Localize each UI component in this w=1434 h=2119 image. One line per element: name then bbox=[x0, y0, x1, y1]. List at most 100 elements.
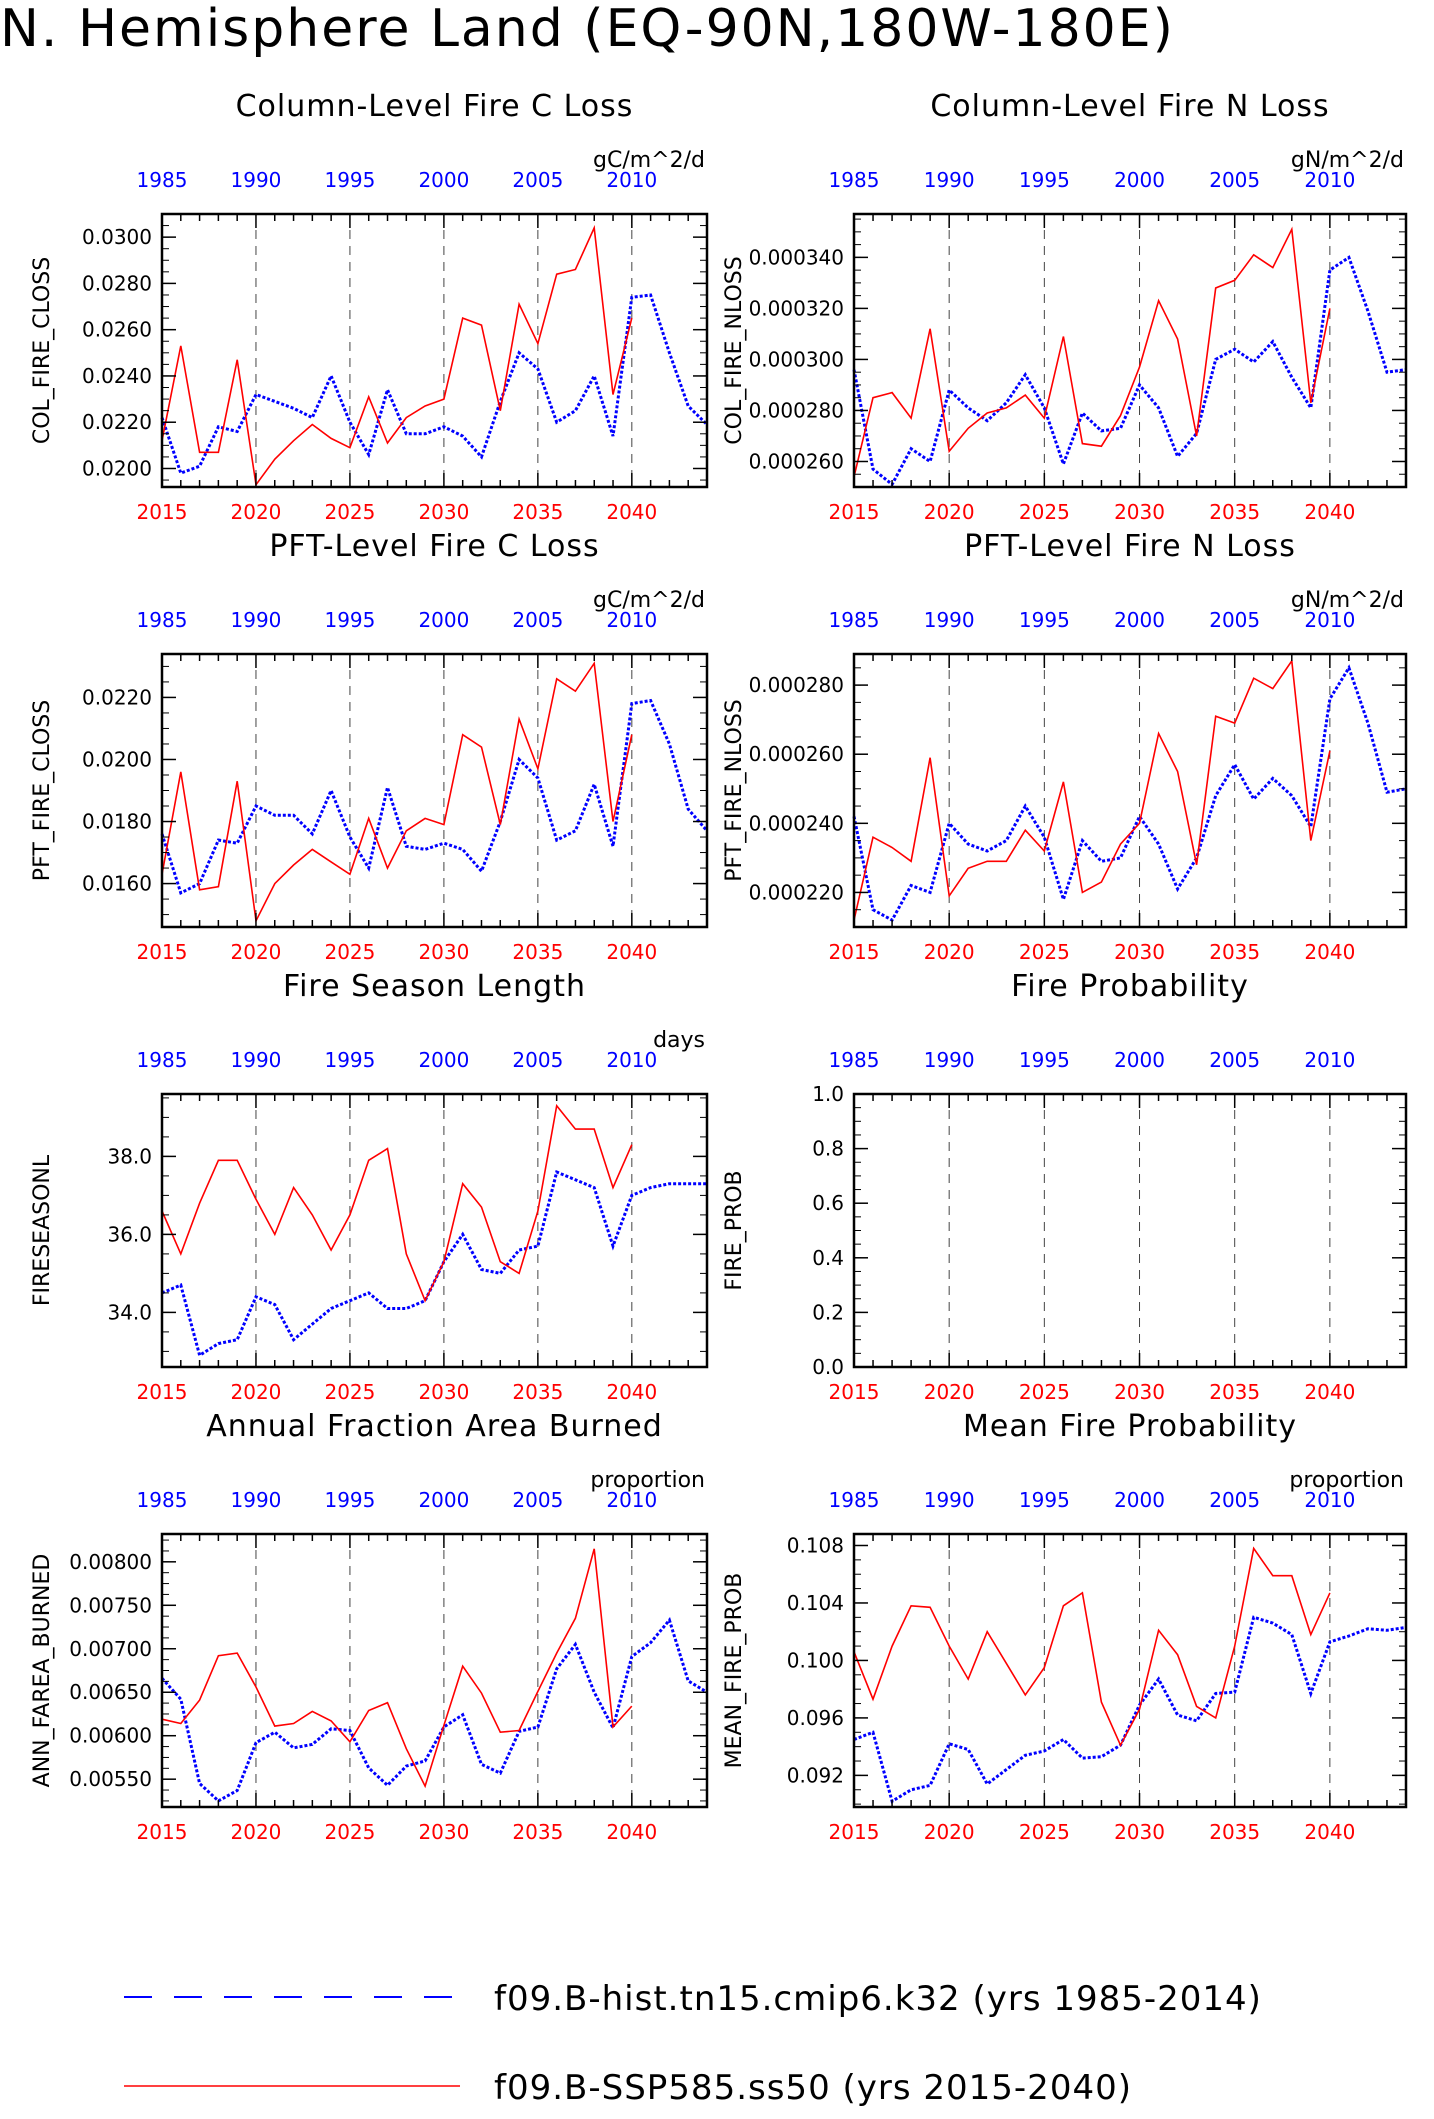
x-top-tick-label: 1990 bbox=[231, 1048, 282, 1072]
x-top-tick-label: 2005 bbox=[512, 1488, 563, 1512]
x-top-tick-label: 1990 bbox=[924, 608, 975, 632]
y-axis-label: FIRE_PROB bbox=[722, 1170, 747, 1290]
plot-frame bbox=[160, 1532, 709, 1809]
y-tick-label: 0.000260 bbox=[749, 449, 844, 473]
y-tick-label: 0.0 bbox=[812, 1355, 844, 1379]
x-top-tick-label: 2010 bbox=[606, 608, 657, 632]
legend: f09.B-hist.tn15.cmip6.k32 (yrs 1985-2014… bbox=[124, 1979, 1261, 2108]
y-tick-label: 0.0280 bbox=[82, 271, 152, 295]
page-title: N. Hemisphere Land (EQ-90N,180W-180E) bbox=[0, 0, 1175, 59]
chart-title: Column-Level Fire N Loss bbox=[930, 89, 1329, 124]
y-tick-label: 0.0160 bbox=[82, 872, 152, 896]
y-tick-label: 0.000240 bbox=[749, 811, 844, 835]
x-top-tick-label: 2005 bbox=[1209, 608, 1260, 632]
y-tick-label: 0.0180 bbox=[82, 810, 152, 834]
x-bottom-tick-label: 2030 bbox=[1114, 940, 1165, 964]
x-bottom-tick-label: 2030 bbox=[1114, 500, 1165, 524]
chart-panels: Column-Level Fire C Loss gC/m^2/d 2015 2020… bbox=[30, 89, 1408, 1844]
x-top-tick-label: 1985 bbox=[829, 608, 880, 632]
x-bottom-tick-label: 2040 bbox=[1304, 500, 1355, 524]
chart-title: PFT-Level Fire N Loss bbox=[964, 529, 1296, 564]
x-top-tick-label: 1985 bbox=[829, 168, 880, 192]
x-bottom-tick-label: 2025 bbox=[1019, 500, 1070, 524]
x-top-tick-label: 2010 bbox=[1304, 168, 1355, 192]
y-axis-label: FIRESEASONL bbox=[30, 1154, 55, 1306]
units-label: days bbox=[653, 1028, 705, 1053]
x-bottom-tick-label: 2040 bbox=[1304, 1380, 1355, 1404]
x-bottom-tick-label: 2020 bbox=[231, 1380, 282, 1404]
x-top-tick-label: 1995 bbox=[1019, 1488, 1070, 1512]
x-top-tick-label: 2005 bbox=[1209, 1488, 1260, 1512]
y-tick-label: 0.000260 bbox=[749, 742, 844, 766]
y-tick-label: 0.00750 bbox=[69, 1593, 152, 1617]
x-top-tick-label: 1990 bbox=[924, 168, 975, 192]
y-tick-label: 0.0240 bbox=[82, 364, 152, 388]
y-tick-label: 0.096 bbox=[787, 1706, 844, 1730]
y-axis-label: COL_FIRE_NLOSS bbox=[722, 256, 747, 444]
series-hist-line bbox=[160, 698, 709, 896]
y-tick-label: 0.2 bbox=[812, 1300, 844, 1324]
x-bottom-tick-label: 2015 bbox=[829, 940, 880, 964]
x-top-tick-label: 2000 bbox=[418, 1488, 469, 1512]
x-bottom-tick-label: 2025 bbox=[324, 1820, 375, 1844]
chart-title: Fire Probability bbox=[1011, 969, 1249, 1004]
chart-panel: Column-Level Fire C Loss gC/m^2/d 2015 2020… bbox=[30, 89, 709, 524]
y-tick-label: 0.0300 bbox=[82, 225, 152, 249]
x-bottom-tick-label: 2040 bbox=[606, 1380, 657, 1404]
y-tick-label: 0.6 bbox=[812, 1191, 844, 1215]
x-top-tick-label: 2000 bbox=[1114, 168, 1165, 192]
x-top-tick-label: 2010 bbox=[1304, 1048, 1355, 1072]
series-ssp-line bbox=[853, 226, 1331, 477]
x-bottom-tick-label: 2025 bbox=[324, 940, 375, 964]
chart-panel: Mean Fire Probability proportion 2015 2020 2… bbox=[722, 1409, 1408, 1844]
x-bottom-tick-label: 2020 bbox=[231, 940, 282, 964]
series-hist-line bbox=[853, 1615, 1407, 1804]
y-tick-label: 0.092 bbox=[787, 1763, 844, 1787]
series-hist-line bbox=[160, 1617, 708, 1803]
y-tick-label: 0.000340 bbox=[749, 245, 844, 269]
series-ssp-line bbox=[853, 1546, 1331, 1748]
x-top-tick-label: 1985 bbox=[829, 1048, 880, 1072]
x-bottom-tick-label: 2025 bbox=[1019, 940, 1070, 964]
x-top-tick-label: 2005 bbox=[1209, 168, 1260, 192]
x-bottom-tick-label: 2015 bbox=[137, 940, 188, 964]
y-tick-label: 1.0 bbox=[812, 1082, 844, 1106]
series-hist-line bbox=[160, 293, 709, 476]
x-bottom-tick-label: 2020 bbox=[231, 1820, 282, 1844]
x-top-tick-label: 2000 bbox=[1114, 1048, 1165, 1072]
legend-ssp-label: f09.B-SSP585.ss50 (yrs 2015-2040) bbox=[494, 2068, 1132, 2108]
units-label: gN/m^2/d bbox=[1291, 148, 1404, 173]
y-tick-label: 34.0 bbox=[107, 1300, 152, 1324]
series-ssp-line bbox=[161, 1548, 633, 1789]
series-ssp-line bbox=[161, 1103, 633, 1303]
x-top-tick-label: 2000 bbox=[1114, 608, 1165, 632]
x-top-tick-label: 2000 bbox=[418, 608, 469, 632]
x-bottom-tick-label: 2035 bbox=[1209, 1820, 1260, 1844]
y-tick-label: 0.0200 bbox=[82, 456, 152, 480]
x-bottom-tick-label: 2040 bbox=[1304, 940, 1355, 964]
chart-panel: Column-Level Fire N Loss gN/m^2/d 2015 2020… bbox=[722, 89, 1408, 524]
y-tick-label: 0.0220 bbox=[82, 685, 152, 709]
x-bottom-tick-label: 2035 bbox=[1209, 1380, 1260, 1404]
x-top-tick-label: 2005 bbox=[512, 168, 563, 192]
chart-title: Column-Level Fire C Loss bbox=[236, 89, 634, 124]
x-top-tick-label: 2010 bbox=[606, 1488, 657, 1512]
plot-frame bbox=[160, 212, 709, 489]
x-top-tick-label: 1995 bbox=[1019, 608, 1070, 632]
y-tick-label: 0.8 bbox=[812, 1137, 844, 1161]
x-top-tick-label: 1995 bbox=[1019, 1048, 1070, 1072]
y-axis-label: COL_FIRE_CLOSS bbox=[30, 257, 55, 444]
x-top-tick-label: 2010 bbox=[1304, 1488, 1355, 1512]
y-tick-label: 0.108 bbox=[787, 1533, 844, 1557]
x-top-tick-label: 1995 bbox=[324, 1048, 375, 1072]
x-top-tick-label: 1990 bbox=[924, 1048, 975, 1072]
x-bottom-tick-label: 2025 bbox=[1019, 1820, 1070, 1844]
units-label: gC/m^2/d bbox=[593, 148, 705, 173]
plot-frame bbox=[852, 212, 1408, 489]
series-ssp-line bbox=[161, 224, 633, 487]
plot-frame bbox=[160, 1092, 709, 1369]
x-bottom-tick-label: 2020 bbox=[924, 1820, 975, 1844]
x-bottom-tick-label: 2015 bbox=[829, 1380, 880, 1404]
units-label: gC/m^2/d bbox=[593, 588, 705, 613]
